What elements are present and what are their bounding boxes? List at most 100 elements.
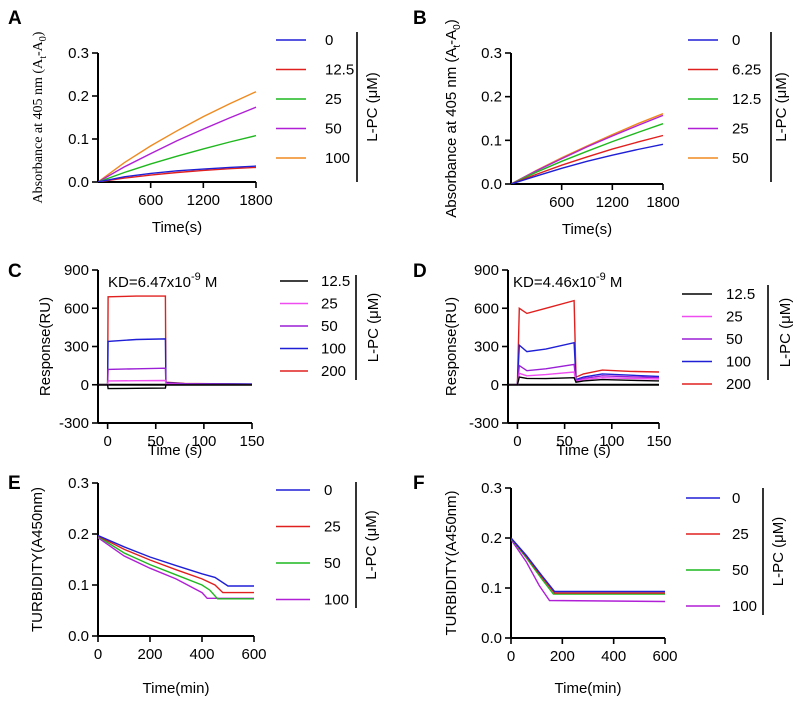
x-tick-label: 0 <box>513 433 521 450</box>
legend-label-0: 0 <box>732 32 740 49</box>
x-axis-label: Time(min) <box>555 680 622 697</box>
legend-label-12.5: 12.5 <box>732 91 761 108</box>
y-axis-label: Absorbance at 405 nm (At-A0) <box>31 31 49 203</box>
x-tick-label: 0 <box>507 648 515 665</box>
series-line-12.5 <box>508 376 660 386</box>
legend-label-0: 0 <box>732 490 740 507</box>
y-tick-label: 0.1 <box>68 131 89 148</box>
legend-label-50: 50 <box>325 121 342 138</box>
y-axis-label: Response(RU) <box>443 297 460 396</box>
legend-label-100: 100 <box>726 354 751 371</box>
legend-label-12.5: 12.5 <box>325 62 354 79</box>
y-tick-label: 0 <box>491 377 499 394</box>
y-tick-label: -300 <box>469 415 499 432</box>
legend-title: L-PC (μM) <box>365 293 382 362</box>
x-tick-label: 150 <box>646 433 671 450</box>
legend-label-12.5: 12.5 <box>321 273 350 290</box>
x-tick-label: 600 <box>549 194 574 211</box>
series-line-0 <box>98 165 257 182</box>
y-tick-label: 0.2 <box>68 526 89 543</box>
y-axis-label: TURBIDITY(A450nm) <box>29 487 46 632</box>
series-line-100 <box>508 341 660 386</box>
x-tick-label: 1800 <box>239 192 272 209</box>
series-line-25 <box>98 535 254 594</box>
legend-label-25: 25 <box>732 526 749 543</box>
panel-c: C -300 0 300 600 900 0 50 100 150 Time (s) Response… <box>8 261 382 459</box>
x-tick-label: 150 <box>239 433 264 450</box>
legend-title: L-PC (μM) <box>770 517 787 586</box>
legend-title: L-PC (μM) <box>364 72 381 141</box>
series-line-6.25 <box>511 134 664 184</box>
series-line-12.5 <box>511 123 664 184</box>
y-axis-label: Response(RU) <box>37 297 54 396</box>
series-line-0 <box>511 537 665 593</box>
series-line-50 <box>98 106 257 182</box>
series-line-100 <box>98 338 253 386</box>
y-tick-label: 0.3 <box>68 45 89 62</box>
panel-label: D <box>413 261 427 282</box>
legend-label-200: 200 <box>726 376 751 393</box>
y-tick-label: 0.2 <box>481 89 502 106</box>
y-tick-label: 900 <box>474 262 499 279</box>
panel-label: B <box>413 8 427 29</box>
legend-label-50: 50 <box>726 331 743 348</box>
series-line-25 <box>98 134 257 182</box>
y-tick-label: 600 <box>64 300 89 317</box>
legend-label-25: 25 <box>726 309 743 326</box>
panel-b: B 0.0 0.1 0.2 0.3 600 1200 1800 Time(s) Absorbanc… <box>413 8 790 238</box>
kd-annotation: KD=6.47x10-9 M <box>108 271 217 291</box>
x-axis-label: Time(s) <box>152 219 202 236</box>
x-tick-label: 600 <box>652 648 677 665</box>
y-tick-label: 0.1 <box>68 577 89 594</box>
series-line-12.5 <box>98 384 252 390</box>
legend-label-50: 50 <box>321 318 338 335</box>
series-line-100 <box>98 537 254 599</box>
x-tick-label: 0 <box>94 646 102 663</box>
legend-title: L-PC (μM) <box>777 298 794 367</box>
y-tick-label: 0.0 <box>68 174 89 191</box>
y-tick-label: 0.2 <box>68 88 89 105</box>
x-tick-label: 0 <box>103 433 111 450</box>
legend-label-100: 100 <box>324 592 349 609</box>
legend-label-25: 25 <box>324 519 341 536</box>
x-tick-label: 1800 <box>646 194 679 211</box>
legend-label-50: 50 <box>732 150 749 167</box>
y-tick-label: 0.3 <box>481 45 502 62</box>
y-tick-label: 900 <box>64 262 89 279</box>
x-tick-label: 1200 <box>187 192 220 209</box>
x-tick-label: 200 <box>137 646 162 663</box>
x-tick-label: 100 <box>191 433 216 450</box>
panel-f: F 0.0 0.1 0.2 0.3 0 200 400 600 Time(min) TURBIDIT… <box>413 473 787 697</box>
legend-label-12.5: 12.5 <box>726 286 755 303</box>
legend: 0 25 50 100 L-PC (μM) <box>276 482 380 609</box>
panel-a: A 0.0 0.1 0.2 0.3 600 1200 1800 Time(s) Absorbanc… <box>8 8 381 236</box>
x-tick-label: 600 <box>138 192 163 209</box>
legend: 12.5 25 50 100 200 L-PC (μM) <box>682 285 794 393</box>
x-tick-label: 1200 <box>596 194 629 211</box>
legend: 0 12.5 25 50 100 L-PC (μM) <box>276 32 381 182</box>
x-tick-label: 200 <box>550 648 575 665</box>
legend-label-0: 0 <box>325 32 333 49</box>
series-line-100 <box>98 91 257 182</box>
series-line-50 <box>511 538 665 595</box>
y-tick-label: 0.1 <box>481 580 502 597</box>
y-tick-label: 0.0 <box>481 176 502 193</box>
series-line-12.5 <box>98 166 257 182</box>
x-tick-label: 600 <box>241 646 266 663</box>
panel-d: D -300 0 300 600 900 0 50 100 150 Time (s) Response… <box>413 261 794 459</box>
legend-label-50: 50 <box>732 562 749 579</box>
series-line-25 <box>511 114 664 184</box>
series-line-0 <box>511 143 664 184</box>
series-line-50 <box>98 535 254 600</box>
y-tick-label: 0.0 <box>68 628 89 645</box>
panel-e: E 0.0 0.1 0.2 0.3 0 200 400 600 Time(min) TURBIDIT… <box>8 473 380 697</box>
y-axis-label: TURBIDITY(A450nm) <box>443 490 460 635</box>
legend-label-25: 25 <box>325 91 342 108</box>
legend: 0 6.25 12.5 25 50 L-PC (μM) <box>688 32 790 182</box>
y-tick-label: 300 <box>64 339 89 356</box>
panel-label: E <box>8 473 21 494</box>
legend-label-25: 25 <box>732 121 749 138</box>
legend-label-0: 0 <box>324 482 332 499</box>
legend-title: L-PC (μM) <box>773 72 790 141</box>
x-tick-label: 400 <box>601 648 626 665</box>
